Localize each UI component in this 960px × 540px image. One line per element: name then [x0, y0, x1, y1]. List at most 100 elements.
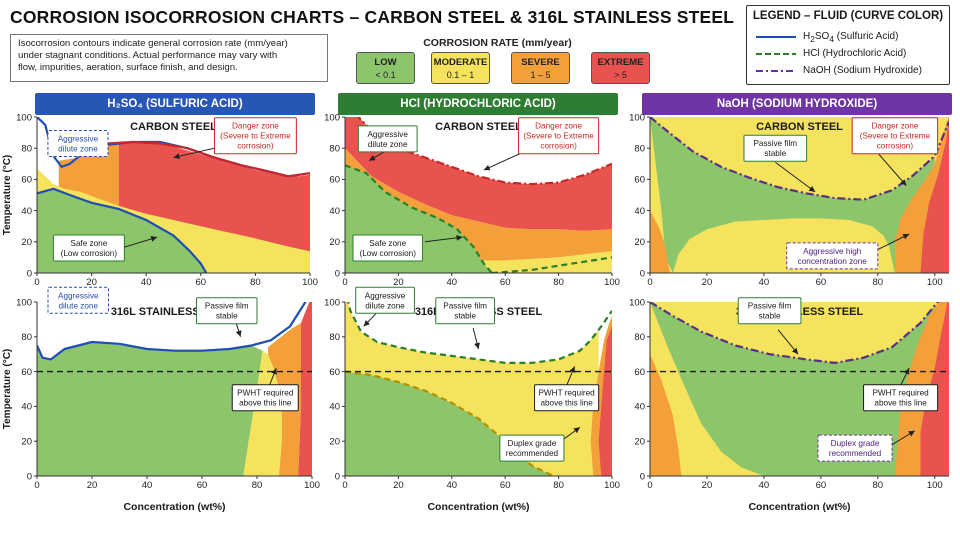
rate-name: MODERATE [433, 57, 488, 68]
annotation-arrow [472, 327, 480, 350]
annotation-text: Passive film [443, 302, 487, 311]
annotation-text: (Severe to Extreme [220, 132, 291, 141]
x-tick-label: 60 [197, 480, 208, 491]
region-moderate [243, 350, 282, 476]
annotation-text: Danger zone [871, 122, 918, 131]
region-extreme [345, 117, 612, 231]
annotation-text: Passive film [748, 302, 792, 311]
x-tick-label: 20 [87, 480, 98, 491]
x-tick-label: 80 [553, 480, 564, 491]
rate-name: EXTREME [597, 57, 644, 68]
annotation-text: stable [764, 149, 786, 158]
x-tick-label: 40 [447, 277, 458, 288]
annotation-text: (Low corrosion) [61, 249, 118, 258]
annotation-text: stable [454, 312, 476, 321]
y-tick-label: 80 [634, 144, 645, 155]
y-tick-label: 0 [27, 471, 32, 482]
annotation-arrow [363, 312, 378, 327]
annotation-text: Danger zone [535, 122, 582, 131]
annotation-text: recommended [829, 449, 882, 458]
y-tick-label: 0 [640, 471, 645, 482]
x-tick-label: 20 [86, 277, 97, 288]
annotation-box [786, 242, 879, 270]
x-tick-label: 80 [250, 277, 261, 288]
annotation-text: Danger zone [232, 122, 279, 131]
y-tick-label: 40 [21, 206, 32, 217]
annotation-text: Duplex grade [508, 439, 557, 448]
page-title: CORROSION ISOCORROSION CHARTS – CARBON S… [10, 7, 735, 27]
x-tick-label: 100 [927, 277, 943, 288]
annotation-arrow [900, 367, 910, 386]
y-tick-label: 20 [634, 237, 645, 248]
y-tick-label: 20 [21, 237, 32, 248]
annotation-box [196, 297, 258, 325]
y-tick-label: 40 [21, 402, 32, 413]
annotation-text: (Severe to Extreme [860, 132, 931, 141]
region-extreme [298, 302, 312, 476]
y-tick-label: 40 [634, 206, 645, 217]
isocorrosion-curve [356, 117, 612, 186]
rate-name: LOW [374, 57, 397, 68]
annotation-text: Aggressive [365, 291, 406, 300]
intro-note: Isocorrosion contours indicate general c… [10, 34, 328, 82]
column-header-hcl: HCl (HYDROCHLORIC ACID) [338, 93, 618, 115]
plot-area [37, 302, 312, 476]
annotation-box [743, 134, 808, 162]
annotation-arrow [425, 234, 463, 243]
x-axis-label: Concentration (wt%) [748, 501, 850, 513]
annotation-box [352, 234, 423, 262]
y-tick-label: 0 [335, 471, 340, 482]
rate-range: > 5 [614, 70, 627, 80]
isocorrosion-curve [91, 140, 310, 178]
legend-label: HCl (Hydrochloric Acid) [803, 48, 907, 59]
y-tick-label: 60 [329, 367, 340, 378]
chart-title: CARBON STEEL [435, 121, 522, 133]
x-tick-label: 20 [702, 277, 713, 288]
legend-swatch [756, 70, 796, 72]
y-tick-label: 60 [21, 175, 32, 186]
y-tick-label: 0 [335, 268, 340, 279]
annotation-text: above this line [239, 399, 292, 408]
isocorrosion-curve [491, 256, 612, 273]
annotation-box [817, 434, 893, 462]
annotation-text: recommended [506, 449, 559, 458]
region-extreme [598, 326, 612, 476]
y-tick-label: 0 [27, 268, 32, 279]
y-tick-label: 100 [324, 297, 340, 308]
region-low [37, 342, 263, 476]
annotation-box [47, 130, 109, 158]
y-axis-label: Temperature (°C) [2, 349, 13, 430]
y-axis-label: Temperature (°C) [2, 155, 13, 236]
annotation-arrow [774, 161, 816, 193]
isocorrosion-curve [650, 117, 949, 201]
y-tick-label: 20 [634, 437, 645, 448]
x-tick-label: 60 [816, 277, 827, 288]
annotation-text: dilute zone [368, 140, 408, 149]
y-tick-label: 20 [329, 437, 340, 448]
x-tick-label: 20 [393, 277, 404, 288]
region-moderate [345, 302, 599, 476]
annotation-text: PWHT required [538, 389, 595, 398]
x-tick-label: 0 [647, 277, 652, 288]
y-tick-label: 40 [329, 402, 340, 413]
y-tick-label: 80 [329, 144, 340, 155]
y-tick-label: 60 [21, 367, 32, 378]
annotation-text: Aggressive high [803, 247, 862, 256]
annotation-arrow [888, 430, 916, 447]
annotation-box [737, 297, 802, 325]
intro-line: Isocorrosion contours indicate general c… [18, 38, 288, 49]
annotation-arrow [121, 236, 158, 249]
x-tick-label: 100 [304, 480, 320, 491]
rate-chip-severe: SEVERE 1 – 5 [511, 52, 570, 84]
x-tick-label: 40 [141, 277, 152, 288]
rate-chip-extreme: EXTREME > 5 [591, 52, 650, 84]
annotation-box [435, 297, 496, 325]
